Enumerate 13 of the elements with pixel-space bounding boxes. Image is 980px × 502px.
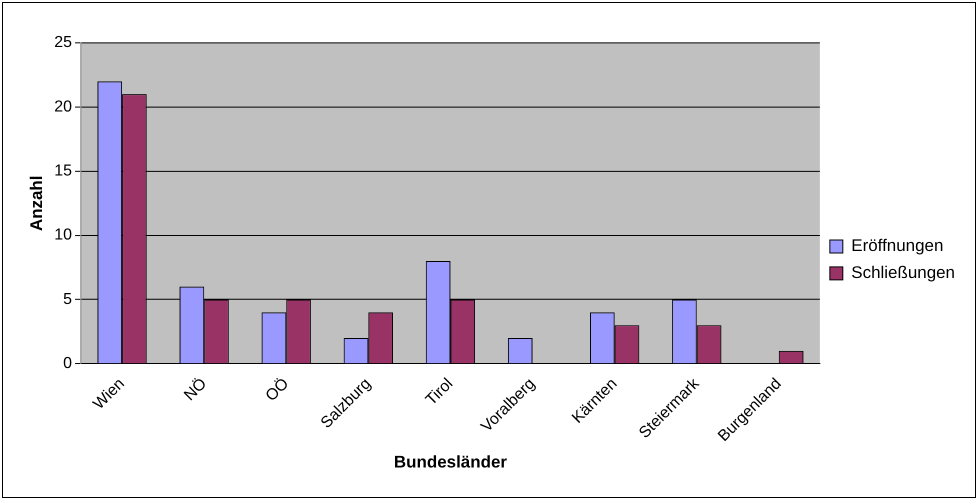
legend-label: Schließungen [851,263,955,282]
legend-label: Eröffnungen [851,236,944,256]
y-tick-label: 15 [54,162,72,180]
y-axis-title: Anzahl [26,176,46,232]
x-tick-label: NÖ [180,374,210,404]
x-tick-label: OÖ [262,374,292,405]
x-tick-label: Tirol [422,375,456,409]
y-tick-label: 0 [63,355,72,372]
y-tick-label: 20 [54,98,72,116]
x-axis-title: Bundesländer [394,452,508,472]
y-tick-label: 5 [63,290,72,308]
y-tick-label: 10 [54,226,72,244]
y-tick-label: 25 [54,34,72,52]
